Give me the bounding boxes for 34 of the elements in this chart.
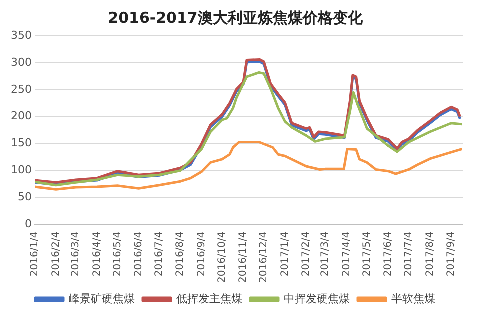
legend-label: 低挥发主焦煤: [176, 292, 242, 306]
x-tick-label: 2017/9/4: [446, 232, 457, 277]
x-tick-label: 2017/6/4: [383, 232, 394, 277]
x-tick-label: 2017/5/4: [362, 232, 373, 277]
x-tick-label: 2017/4/4: [341, 232, 352, 277]
legend-label: 半软焦煤: [392, 292, 436, 306]
x-tick-label: 2017/2/4: [301, 232, 312, 277]
x-tick-label: 2017/7/4: [404, 232, 415, 277]
x-tick-label: 2016/4/4: [92, 232, 103, 277]
x-tick-label: 2017/1/4: [280, 232, 291, 277]
chart-title: 2016-2017澳大利亚炼焦煤价格变化: [108, 8, 364, 27]
y-tick-label: 350: [10, 28, 32, 42]
x-tick-label: 2016/2/4: [50, 232, 62, 277]
y-tick-label: 0: [24, 218, 32, 231]
x-tick-label: 2016/8/4: [175, 232, 186, 277]
x-tick-label: 2016/3/4: [70, 232, 82, 277]
y-tick-label: 200: [10, 110, 32, 123]
x-tick-label: 2017/3/4: [320, 232, 332, 277]
x-tick-label: 2016/5/4: [112, 232, 124, 277]
x-tick-label: 2016/12/4: [258, 232, 270, 284]
y-tick-label: 150: [10, 136, 32, 150]
y-tick-label: 50: [18, 190, 32, 204]
legend-label: 峰景矿硬焦煤: [69, 292, 135, 306]
x-tick-label: 2016/11/4: [238, 232, 250, 284]
x-tick-label: 2017/8/4: [424, 232, 436, 277]
y-tick-label: 100: [10, 164, 32, 177]
y-tick-label: 250: [10, 82, 32, 96]
legend-label: 中挥发硬焦煤: [284, 292, 350, 306]
x-tick-label: 2016/1/4: [30, 232, 41, 277]
y-tick-label: 300: [10, 56, 32, 69]
x-tick-label: 2016/10/4: [216, 232, 228, 284]
x-tick-label: 2016/9/4: [196, 232, 208, 277]
x-tick-label: 2016/7/4: [154, 232, 166, 277]
x-tick-label: 2016/6/4: [134, 232, 145, 277]
